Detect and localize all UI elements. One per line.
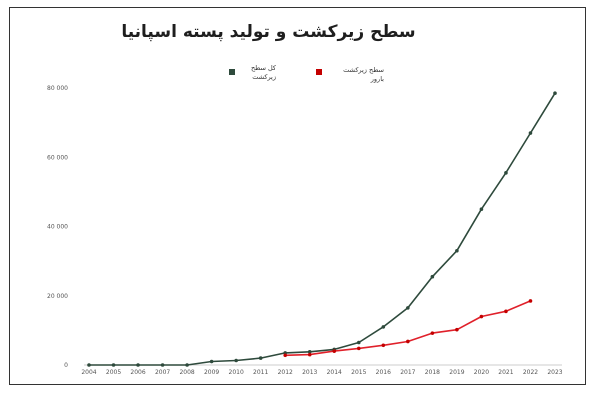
data-point-0 <box>430 274 435 279</box>
data-point-0 <box>160 363 165 367</box>
data-point-0 <box>185 363 189 367</box>
y-tick-label: 80 000 <box>47 85 68 92</box>
data-point-1 <box>504 309 508 314</box>
data-point-1 <box>406 339 410 344</box>
x-tick-label: 2016 <box>376 369 391 376</box>
y-tick-label: 0 <box>64 362 68 369</box>
y-tick-label: 60 000 <box>47 154 68 161</box>
data-point-0 <box>111 363 116 367</box>
data-point-0 <box>455 248 459 253</box>
data-point-0 <box>406 306 410 310</box>
data-point-0 <box>136 363 140 367</box>
legend-swatch-total-area <box>229 69 235 75</box>
data-point-0 <box>87 363 91 367</box>
series-line-0 <box>89 92 556 366</box>
x-tick-label: 2011 <box>253 369 268 376</box>
x-tick-label: 2008 <box>179 369 194 376</box>
x-tick-label: 2019 <box>449 369 464 376</box>
chart-title: سطح زیرکشت و تولید پسته اسپانیا <box>121 22 416 42</box>
x-tick-label: 2015 <box>351 369 366 376</box>
data-point-0 <box>258 356 263 360</box>
data-point-0 <box>528 131 533 135</box>
data-point-1 <box>479 314 484 319</box>
data-point-0 <box>307 350 312 354</box>
x-tick-label: 2005 <box>106 369 121 376</box>
x-tick-label: 2009 <box>204 369 219 376</box>
data-point-0 <box>381 325 386 329</box>
data-point-1 <box>381 343 386 348</box>
x-tick-label: 2010 <box>229 369 244 376</box>
legend-label-bearing-area: سطح زیرکشت بارور <box>343 66 384 83</box>
x-tick-label: 2013 <box>302 369 317 376</box>
data-point-1 <box>332 349 337 353</box>
x-tick-label: 2012 <box>278 369 293 376</box>
x-tick-label: 2022 <box>523 369 538 376</box>
data-point-1 <box>528 299 533 303</box>
x-tick-label: 2018 <box>425 369 440 376</box>
x-tick-label: 2006 <box>130 369 145 376</box>
data-point-0 <box>356 340 361 345</box>
x-tick-label: 2020 <box>474 369 489 376</box>
data-point-1 <box>455 327 459 332</box>
data-point-0 <box>504 171 508 175</box>
data-point-0 <box>209 359 214 364</box>
legend-label-total-area: کل سطح زیرکشت <box>250 64 276 81</box>
x-tick-label: 2004 <box>81 369 96 376</box>
y-tick-label: 40 000 <box>47 224 68 231</box>
x-tick-label: 2007 <box>155 369 170 376</box>
x-tick-label: 2023 <box>547 369 562 376</box>
x-tick-label: 2014 <box>327 369 342 376</box>
data-point-0 <box>553 91 557 95</box>
x-tick-label: 2021 <box>498 369 513 376</box>
data-point-0 <box>479 207 484 211</box>
legend-swatch-bearing-area <box>316 69 322 75</box>
data-point-1 <box>356 346 361 351</box>
y-tick-label: 20 000 <box>47 293 68 300</box>
data-point-1 <box>307 352 312 357</box>
data-point-1 <box>430 331 435 335</box>
data-point-1 <box>283 353 288 358</box>
data-point-0 <box>234 358 238 363</box>
x-tick-label: 2017 <box>400 369 415 376</box>
